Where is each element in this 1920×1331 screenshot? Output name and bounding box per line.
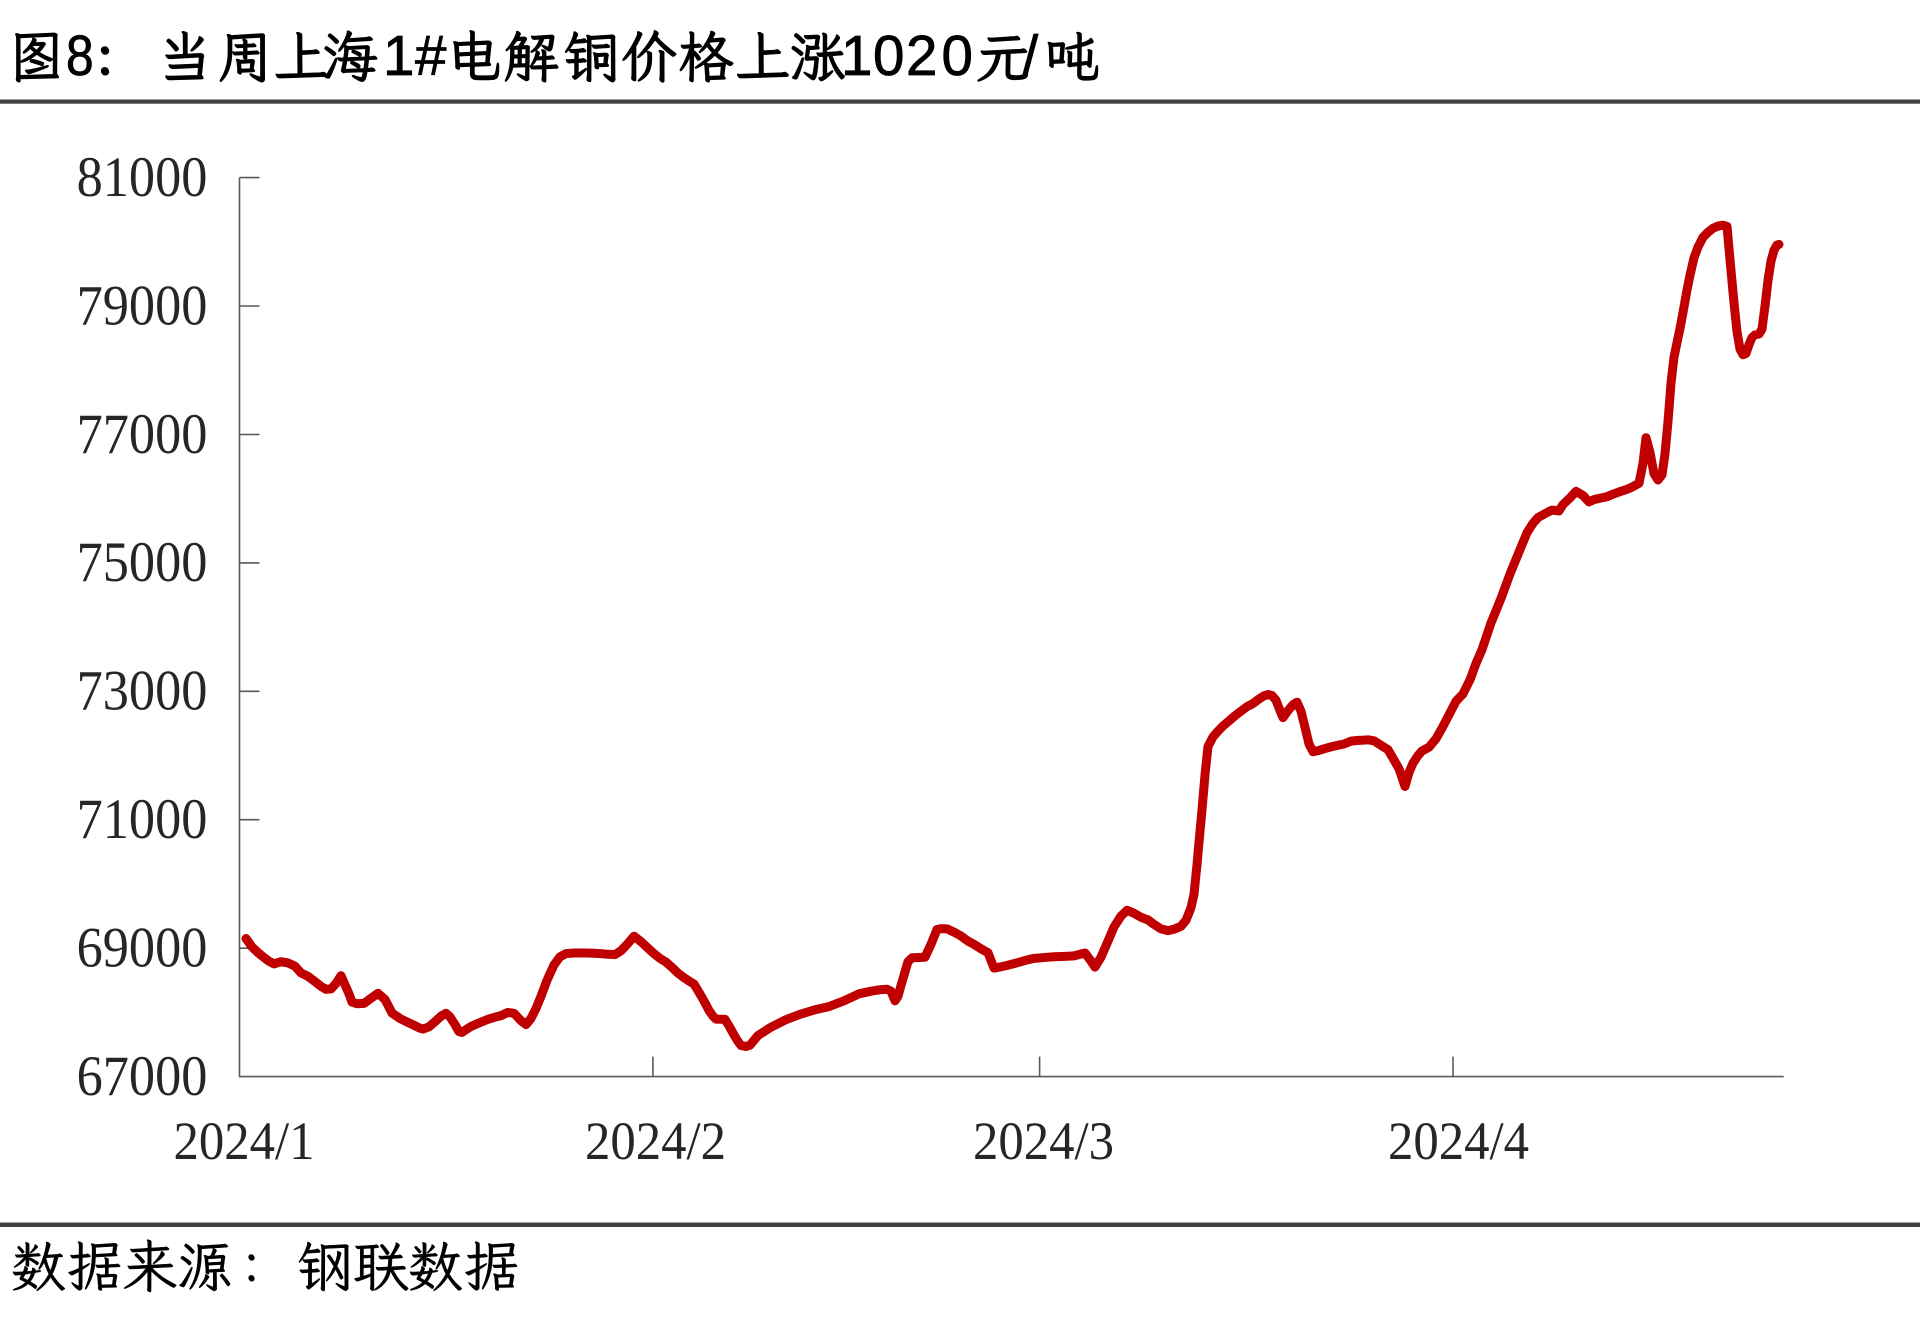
svg-text:2024/2: 2024/2 (585, 1111, 726, 1171)
svg-text:81000: 81000 (77, 145, 208, 209)
svg-text:67000: 67000 (77, 1044, 208, 1108)
svg-text:/: / (1023, 24, 1039, 87)
svg-text:2024/3: 2024/3 (973, 1111, 1114, 1171)
svg-text:#: # (415, 24, 447, 87)
svg-text:69000: 69000 (77, 915, 208, 979)
svg-text:77000: 77000 (77, 402, 208, 466)
svg-text:75000: 75000 (77, 530, 208, 594)
svg-text:79000: 79000 (77, 273, 208, 337)
svg-text:8: 8 (66, 25, 94, 88)
svg-text:2024/4: 2024/4 (1388, 1111, 1529, 1171)
svg-text:73000: 73000 (77, 658, 208, 722)
svg-text:2024/1: 2024/1 (174, 1111, 315, 1171)
svg-text:2: 2 (906, 24, 937, 87)
svg-text:71000: 71000 (77, 787, 208, 851)
svg-text:0: 0 (873, 24, 904, 87)
svg-text:0: 0 (942, 24, 973, 87)
svg-text:1: 1 (383, 24, 414, 87)
svg-text:1: 1 (841, 24, 872, 87)
